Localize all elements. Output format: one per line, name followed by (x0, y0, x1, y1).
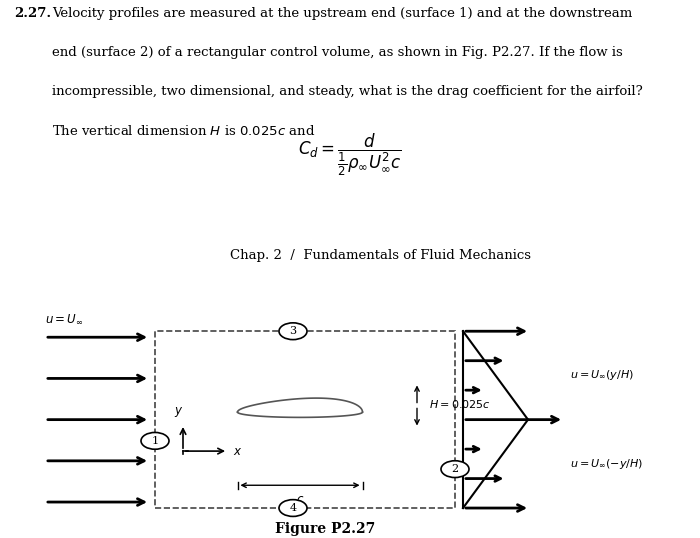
Text: 2.27.: 2.27. (14, 6, 51, 20)
Text: Velocity profiles are measured at the upstream end (surface 1) and at the downst: Velocity profiles are measured at the up… (52, 6, 633, 20)
Text: 3: 3 (289, 326, 297, 336)
Text: 2: 2 (452, 464, 458, 474)
Text: $y$: $y$ (174, 405, 183, 419)
Text: $c$: $c$ (296, 493, 304, 506)
Text: 4: 4 (289, 503, 297, 513)
Text: end (surface 2) of a rectangular control volume, as shown in Fig. P2.27. If the : end (surface 2) of a rectangular control… (52, 46, 623, 59)
Circle shape (141, 433, 169, 449)
Text: Chap. 2  /  Fundamentals of Fluid Mechanics: Chap. 2 / Fundamentals of Fluid Mechanic… (230, 249, 531, 261)
Text: $u = U_\infty$: $u = U_\infty$ (45, 313, 83, 327)
Text: incompressible, two dimensional, and steady, what is the drag coefficient for th: incompressible, two dimensional, and ste… (52, 85, 643, 98)
Text: The vertical dimension $H$ is $\mathit{0.025c}$ and: The vertical dimension $H$ is $\mathit{0… (52, 124, 316, 138)
Text: $H = 0.025c$: $H = 0.025c$ (429, 398, 491, 410)
Text: 1: 1 (151, 436, 159, 446)
Circle shape (441, 461, 469, 478)
Text: $x$: $x$ (233, 444, 242, 458)
Circle shape (279, 323, 307, 339)
Polygon shape (237, 398, 363, 417)
Text: $u = U_\infty(-y/H)$: $u = U_\infty(-y/H)$ (570, 457, 643, 471)
Text: Figure P2.27: Figure P2.27 (275, 522, 375, 536)
Text: $C_d = \dfrac{d}{\frac{1}{2}\rho_\infty U^2_\infty c}$: $C_d = \dfrac{d}{\frac{1}{2}\rho_\infty … (298, 132, 402, 178)
Bar (155, 331, 455, 508)
Text: $u = U_\infty(y/H)$: $u = U_\infty(y/H)$ (570, 369, 634, 383)
Circle shape (279, 500, 307, 516)
